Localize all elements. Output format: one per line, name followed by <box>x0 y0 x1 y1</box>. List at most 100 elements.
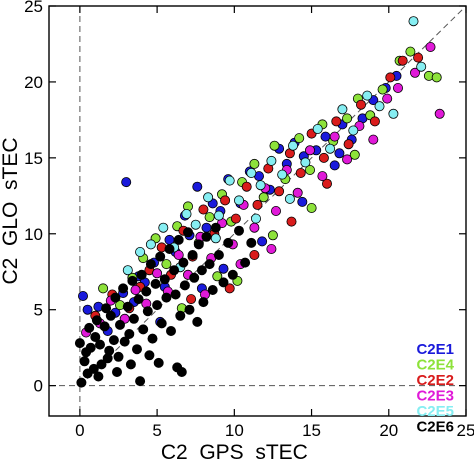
data-point <box>115 319 126 330</box>
data-point <box>348 125 359 136</box>
data-point <box>182 227 193 238</box>
data-point <box>159 274 170 285</box>
data-point <box>170 289 181 300</box>
data-point <box>196 265 207 276</box>
data-point <box>175 310 186 321</box>
data-point <box>233 195 244 206</box>
data-point <box>355 99 366 110</box>
data-point <box>136 269 147 280</box>
series-c2e3 <box>81 42 445 338</box>
data-point <box>397 55 408 66</box>
data-point <box>255 180 266 191</box>
data-point <box>274 186 285 197</box>
data-point <box>79 356 90 367</box>
data-point <box>145 259 156 270</box>
data-point <box>249 249 260 260</box>
data-point <box>213 210 224 221</box>
data-point <box>105 310 116 321</box>
data-point <box>99 321 110 332</box>
data-points <box>74 16 445 388</box>
data-point <box>102 353 113 364</box>
data-point <box>368 134 379 145</box>
data-point <box>127 275 138 286</box>
data-point <box>178 257 189 268</box>
data-point <box>82 368 93 379</box>
data-point <box>257 236 268 247</box>
data-point <box>213 249 224 260</box>
data-point <box>204 259 215 270</box>
data-point <box>246 237 257 248</box>
data-point <box>98 283 109 294</box>
data-point <box>130 284 141 295</box>
y-tick-label: 10 <box>24 225 43 244</box>
data-point <box>210 222 221 233</box>
data-point <box>334 148 345 159</box>
data-point <box>198 297 209 308</box>
data-point <box>287 140 298 151</box>
x-axis-label: C2 GPS sTEC <box>161 441 308 464</box>
data-point <box>153 357 164 368</box>
data-point <box>425 42 436 53</box>
data-point <box>241 181 252 192</box>
data-point <box>181 208 192 219</box>
data-point <box>128 313 139 324</box>
data-point <box>300 157 311 168</box>
data-point <box>192 181 203 192</box>
data-point <box>85 342 96 353</box>
y-tick-label: 25 <box>24 0 43 16</box>
data-point <box>96 359 107 370</box>
data-point <box>155 251 166 262</box>
data-point <box>192 316 203 327</box>
data-point <box>118 283 129 294</box>
data-point <box>201 222 212 233</box>
data-point <box>329 131 340 142</box>
data-point <box>210 233 221 244</box>
data-point <box>297 196 308 207</box>
x-tick-label: 20 <box>379 421 398 440</box>
data-point <box>392 83 403 94</box>
data-point <box>156 318 167 329</box>
data-point <box>409 67 420 78</box>
data-point <box>369 116 380 127</box>
data-point <box>190 219 201 230</box>
data-point <box>95 339 106 350</box>
data-point <box>230 213 241 224</box>
data-point <box>113 351 124 362</box>
data-point <box>173 249 184 260</box>
data-point <box>207 284 218 295</box>
data-point <box>382 93 393 104</box>
y-tick-label: 0 <box>34 377 43 396</box>
y-tick-label: 20 <box>24 73 43 92</box>
data-point <box>269 140 280 151</box>
data-point <box>135 246 146 257</box>
legend-label-c2e1: C2E1 <box>416 341 454 358</box>
data-point <box>122 265 133 276</box>
data-point <box>138 324 149 335</box>
data-point <box>220 195 231 206</box>
data-point <box>224 283 235 294</box>
data-point <box>284 193 295 204</box>
data-point <box>152 268 163 279</box>
data-point <box>233 225 244 236</box>
data-point <box>266 155 277 166</box>
one-to-one-reference-line <box>79 5 467 386</box>
data-point <box>342 154 353 165</box>
data-point <box>204 212 215 223</box>
data-point <box>90 331 101 342</box>
x-tick-label: 5 <box>152 421 161 440</box>
data-point <box>142 306 153 317</box>
legend-label-c2e6: C2E6 <box>416 419 454 436</box>
data-point <box>91 315 102 326</box>
data-point <box>145 239 156 250</box>
data-point <box>84 322 95 333</box>
data-point <box>173 234 184 245</box>
data-point <box>189 272 200 283</box>
legend-label-c2e2: C2E2 <box>416 372 454 389</box>
data-point <box>431 72 442 83</box>
data-point <box>343 139 354 150</box>
data-point <box>321 178 332 189</box>
y-tick-label: 5 <box>34 301 43 320</box>
data-point <box>329 160 340 171</box>
